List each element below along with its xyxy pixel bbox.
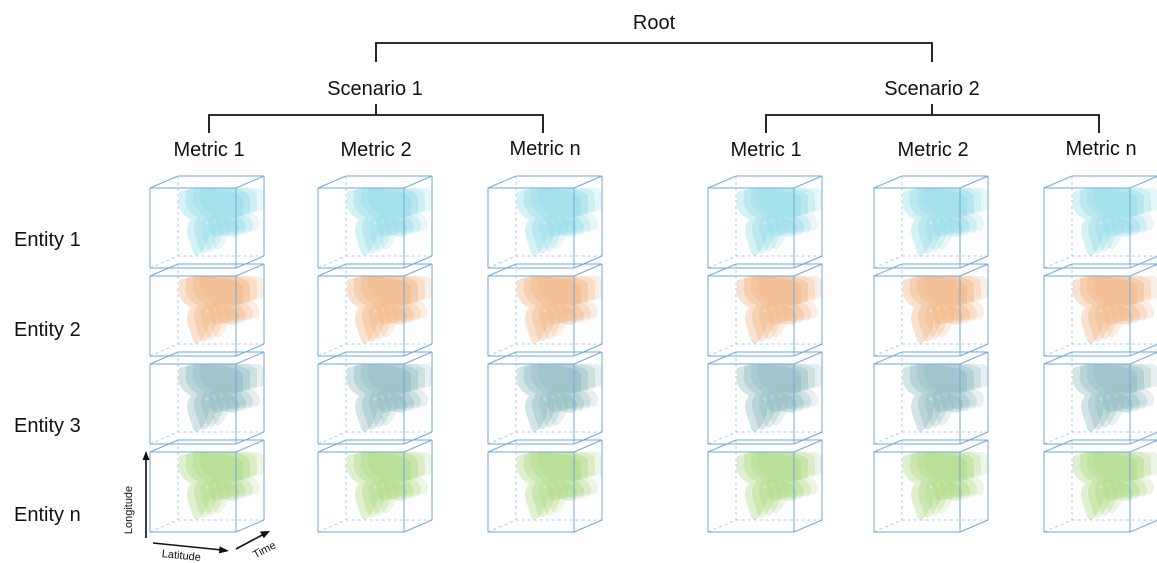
time-slices	[516, 188, 602, 256]
metric-label-s2-3: Metric n	[1065, 138, 1136, 160]
cube-frame	[1043, 439, 1157, 533]
data-cube-r4-c6	[1043, 439, 1157, 533]
entity-label-4: Entity n	[14, 504, 81, 526]
metric-label-s2-1: Metric 1	[730, 139, 801, 161]
data-cube-r2-c4	[707, 263, 823, 357]
data-cube-r4-c1	[149, 439, 265, 533]
time-slices	[178, 452, 264, 520]
time-slices	[902, 188, 988, 256]
data-cube-r4-c2	[317, 439, 433, 533]
cube-frame	[149, 351, 265, 445]
time-arrow	[235, 533, 265, 550]
cube-frame	[487, 439, 603, 533]
entity-label-3: Entity 3	[14, 415, 81, 437]
cube-frame	[487, 175, 603, 269]
time-slices	[736, 452, 822, 520]
longitude-arrowhead	[142, 451, 150, 460]
metric-label-s1-3: Metric n	[509, 138, 580, 160]
data-cube-r1-c6	[1043, 175, 1157, 269]
time-slices	[736, 364, 822, 432]
data-cube-r2-c1	[149, 263, 265, 357]
metric-label-s1-1: Metric 1	[173, 139, 244, 161]
data-cube-r3-c4	[707, 351, 823, 445]
latitude-arrowhead	[218, 546, 229, 554]
latitude-axis-label: Latitude	[161, 548, 201, 563]
scenario-label-2: Scenario 2	[884, 78, 980, 100]
cube-frame	[707, 175, 823, 269]
data-cube-r1-c3	[487, 175, 603, 269]
entity-label-2: Entity 2	[14, 319, 81, 341]
data-cube-grid	[149, 175, 1157, 533]
data-cube-r4-c4	[707, 439, 823, 533]
data-cube-r2-c6	[1043, 263, 1157, 357]
time-slices	[902, 452, 988, 520]
time-slices	[902, 276, 988, 344]
cube-frame	[707, 439, 823, 533]
time-slices	[1072, 276, 1157, 344]
data-cube-r3-c3	[487, 351, 603, 445]
cube-frame	[873, 263, 989, 357]
root-label: Root	[633, 12, 676, 34]
data-cube-r2-c2	[317, 263, 433, 357]
time-slices	[346, 452, 432, 520]
cube-frame	[149, 439, 265, 533]
data-cube-r4-c5	[873, 439, 989, 533]
time-slices	[178, 188, 264, 256]
root-bracket	[375, 42, 933, 62]
data-cube-r2-c3	[487, 263, 603, 357]
scenario2-bracket	[765, 104, 1100, 133]
data-cube-r3-c2	[317, 351, 433, 445]
latitude-arrow	[152, 542, 223, 551]
time-slices	[178, 364, 264, 432]
time-slices	[736, 276, 822, 344]
data-cube-r1-c1	[149, 175, 265, 269]
metric-label-s2-2: Metric 2	[897, 139, 968, 161]
cube-frame	[317, 175, 433, 269]
time-slices	[736, 188, 822, 256]
entity-label-1: Entity 1	[14, 229, 81, 251]
metric-label-s1-2: Metric 2	[340, 139, 411, 161]
time-axis-label: Time	[251, 539, 278, 561]
scenario-label-1: Scenario 1	[327, 78, 423, 100]
cube-frame	[317, 351, 433, 445]
time-slices	[902, 364, 988, 432]
time-slices	[516, 452, 602, 520]
time-slices	[1072, 452, 1157, 520]
time-slices	[516, 276, 602, 344]
data-cube-r4-c3	[487, 439, 603, 533]
data-cube-r1-c2	[317, 175, 433, 269]
data-cube-r1-c4	[707, 175, 823, 269]
time-arrowhead	[260, 531, 270, 539]
time-slices	[346, 364, 432, 432]
data-cube-r3-c1	[149, 351, 265, 445]
time-slices	[346, 276, 432, 344]
cube-frame	[873, 439, 989, 533]
cube-frame	[317, 439, 433, 533]
time-slices	[1072, 188, 1157, 256]
longitude-axis-label: Longitude	[123, 486, 135, 534]
time-slices	[516, 364, 602, 432]
data-cube-r3-c6	[1043, 351, 1157, 445]
data-cube-r1-c5	[873, 175, 989, 269]
scenario1-bracket	[208, 104, 544, 133]
data-cube-r3-c5	[873, 351, 989, 445]
data-cube-r2-c5	[873, 263, 989, 357]
cube-frame	[317, 263, 433, 357]
time-slices	[178, 276, 264, 344]
tree-connectors	[208, 42, 1100, 133]
time-slices	[1072, 364, 1157, 432]
time-slices	[346, 188, 432, 256]
